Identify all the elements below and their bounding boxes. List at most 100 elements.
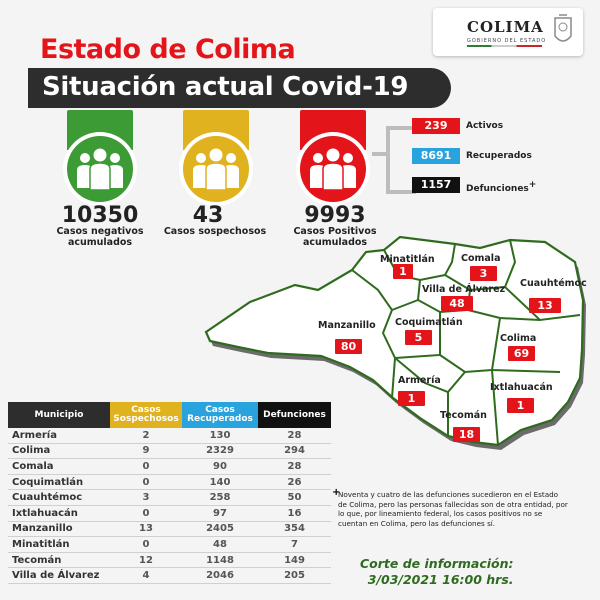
- cell-recuperados: 2046: [182, 567, 258, 584]
- map-label-comala: Comala: [461, 253, 501, 264]
- cell-defunciones: 205: [258, 567, 331, 584]
- bracket: [386, 126, 416, 194]
- sospechosos-label-line1: Casos sospechosos: [163, 226, 267, 237]
- page-subtitle: Situación actual Covid-19: [42, 72, 409, 102]
- map-label-coquimatlan: Coquimatlán: [395, 317, 463, 328]
- cell-municipio: Coquimatlán: [8, 474, 110, 491]
- activos-label: Activos: [466, 121, 504, 131]
- cell-recuperados: 90: [182, 458, 258, 475]
- subtitle-banner: [28, 68, 451, 108]
- table-row: Ixtlahuacán 0 97 16: [8, 505, 331, 522]
- map-label-ixtlahuacan: Ixtlahuacán: [490, 382, 553, 393]
- cell-recuperados: 48: [182, 536, 258, 553]
- cell-recuperados: 97: [182, 505, 258, 522]
- map-label-cuauhtemoc: Cuauhtémoc: [520, 278, 587, 289]
- logo-name: COLIMA: [467, 18, 544, 36]
- cell-sospechosos: 9: [110, 443, 182, 460]
- cell-defunciones: 7: [258, 536, 331, 553]
- map-value-ixtlahuacan: 1: [507, 398, 534, 413]
- people-group-icon: [77, 148, 123, 191]
- cell-municipio: Villa de Álvarez: [8, 567, 110, 584]
- bracket-connector: [372, 152, 388, 156]
- negativos-label: Casos negativos acumulados: [45, 226, 155, 248]
- negativos-value: 10350: [61, 203, 139, 228]
- municipios-table: Municipio Casos Sospechosos Casos Recupera…: [8, 402, 331, 584]
- cell-defunciones: 16: [258, 505, 331, 522]
- positivos-value: 9993: [304, 203, 366, 228]
- cell-defunciones: 50: [258, 489, 331, 506]
- cell-recuperados: 258: [182, 489, 258, 506]
- map-label-armeria: Armería: [398, 375, 441, 386]
- header-sospechosos: Casos Sospechosos: [110, 402, 182, 428]
- logo-subtitle: GOBIERNO DEL ESTADO: [467, 38, 547, 44]
- positivos-label: Casos Positivos acumulados: [280, 226, 390, 248]
- map-label-minatitlan: Minatitlán: [380, 254, 435, 265]
- map-value-colima: 69: [508, 346, 535, 361]
- map-label-manzanillo: Manzanillo: [318, 320, 376, 331]
- cell-municipio: Minatitlán: [8, 536, 110, 553]
- table-row: Tecomán 12 1148 149: [8, 552, 331, 569]
- header-municipio: Municipio: [8, 402, 110, 428]
- footnote: Noventa y cuatro de las defunciones suce…: [338, 490, 568, 528]
- cell-defunciones: 354: [258, 521, 331, 538]
- recuperados-value: 8691: [412, 148, 460, 164]
- sospechosos-value: 43: [192, 203, 224, 228]
- sospechosos-label: Casos sospechosos: [160, 226, 270, 237]
- cell-sospechosos: 12: [110, 552, 182, 569]
- corte-line1: Corte de información:: [360, 556, 514, 571]
- cell-sospechosos: 4: [110, 567, 182, 584]
- activos-value: 239: [412, 118, 460, 134]
- cell-municipio: Armería: [8, 428, 110, 444]
- cell-sospechosos: 2: [110, 428, 182, 444]
- map-value-cuauhtemoc: 13: [529, 298, 561, 313]
- table-row: Colima 9 2329 294: [8, 443, 331, 460]
- table-row: Coquimatlán 0 140 26: [8, 474, 331, 491]
- map-label-colima: Colima: [500, 333, 537, 344]
- note-mark: +: [332, 487, 341, 498]
- border-armeria: [394, 357, 466, 394]
- cell-recuperados: 2405: [182, 521, 258, 538]
- cell-recuperados: 130: [182, 428, 258, 444]
- people-group-icon: [310, 148, 356, 191]
- negativos-label-line2: acumulados: [67, 237, 133, 248]
- stat-pin-0: [63, 110, 137, 206]
- cell-defunciones: 28: [258, 428, 331, 444]
- cell-recuperados: 1148: [182, 552, 258, 569]
- cell-municipio: Comala: [8, 458, 110, 475]
- defunciones-value: 1157: [412, 177, 460, 193]
- map-value-villa-de-alvarez: 48: [441, 296, 473, 311]
- defunciones-label: Defunciones+: [466, 180, 536, 194]
- map-value-manzanillo: 80: [335, 339, 362, 354]
- map-value-tecoman: 18: [453, 427, 480, 442]
- people-group-icon: [193, 148, 239, 191]
- header-recuperados-l1: Casos: [205, 405, 235, 415]
- defunciones-mark: +: [528, 180, 537, 190]
- border-manzanillo: [351, 269, 397, 399]
- table-row: Armería 2 130 28: [8, 428, 331, 444]
- map-value-minatitlan: 1: [393, 264, 413, 279]
- header-defunciones: Defunciones: [258, 402, 331, 428]
- logo-tricolor-bar: [467, 45, 542, 47]
- defunciones-label-text: Defunciones: [466, 184, 529, 194]
- cell-sospechosos: 13: [110, 521, 182, 538]
- government-logo: COLIMA GOBIERNO DEL ESTADO: [433, 8, 583, 56]
- header-recuperados: Casos Recuperados: [182, 402, 258, 428]
- stat-pin-2: [296, 110, 370, 206]
- table-row: Comala 0 90 28: [8, 458, 331, 475]
- cell-municipio: Tecomán: [8, 552, 110, 569]
- cell-sospechosos: 0: [110, 505, 182, 522]
- table-row: Cuauhtémoc 3 258 50: [8, 489, 331, 506]
- cell-defunciones: 149: [258, 552, 331, 569]
- header-recuperados-l2: Recuperados: [187, 414, 253, 424]
- cell-municipio: Ixtlahuacán: [8, 505, 110, 522]
- header-sospechosos-l1: Casos: [131, 405, 161, 415]
- cell-recuperados: 140: [182, 474, 258, 491]
- border-tecoman: [447, 369, 499, 446]
- cell-sospechosos: 0: [110, 536, 182, 553]
- cell-defunciones: 28: [258, 458, 331, 475]
- cell-municipio: Cuauhtémoc: [8, 489, 110, 506]
- cell-municipio: Colima: [8, 443, 110, 460]
- cell-sospechosos: 0: [110, 474, 182, 491]
- recuperados-label: Recuperados: [466, 151, 532, 161]
